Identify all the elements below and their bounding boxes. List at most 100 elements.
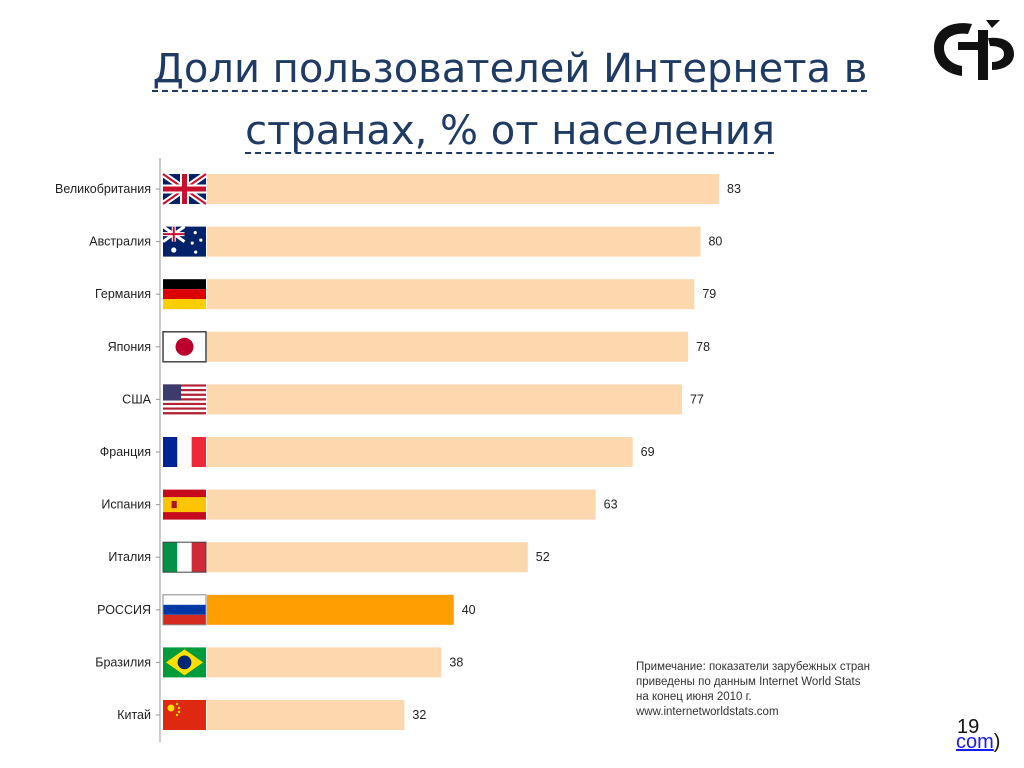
flag-uk-icon <box>161 171 208 207</box>
flag-cn-star-small <box>175 713 179 717</box>
flag-fr-stripe <box>191 437 206 467</box>
flag-us-stripe <box>163 402 206 406</box>
bar-chart: Великобритания 83 Австралия 80 Германия 79 Япо… <box>55 158 741 742</box>
flag-jp-sun <box>175 337 194 356</box>
flag-germany-icon <box>163 279 206 310</box>
value-label: 63 <box>604 498 618 512</box>
link-suffix: ) <box>993 731 1001 753</box>
flag-de-stripe <box>163 289 206 300</box>
bar-france <box>207 437 633 467</box>
flag-us-stripe <box>163 391 206 394</box>
note-line-4: www.internetworldstats.com <box>636 706 779 718</box>
title-line-2: странах, % от населения <box>245 108 775 154</box>
flag-au-star <box>193 231 197 235</box>
flag-us-stripe <box>163 384 206 387</box>
footnote: Примечание: показатели зарубежных стран … <box>636 660 936 720</box>
flag-us-stripe <box>163 412 206 415</box>
bar-italy <box>207 542 528 573</box>
flag-es-emblem <box>171 501 177 509</box>
note-line-1: Примечание: показатели зарубежных стран <box>636 661 870 673</box>
flag-es-yellow <box>163 497 206 513</box>
bar-uk <box>207 174 719 204</box>
flag-us-stripe <box>163 405 206 408</box>
category-label: Китай <box>117 708 151 722</box>
logo-icon <box>934 20 1014 80</box>
slide-number: 19 <box>957 716 980 738</box>
flag-it-stripe <box>191 542 206 573</box>
category-label: Испания <box>101 498 151 512</box>
bar-australia <box>207 226 701 257</box>
source-link-fragment: com) <box>956 731 1000 754</box>
flag-it-border <box>162 541 207 573</box>
flag-us-stripe <box>163 407 206 410</box>
flag-cn-star-small <box>177 706 181 710</box>
flag-brazil-icon <box>163 647 206 678</box>
flag-au-star <box>171 247 177 253</box>
value-label: 77 <box>690 392 704 406</box>
category-label: Италия <box>108 550 151 564</box>
slide-title: Доли пользователей Интернета в странах, … <box>110 38 910 162</box>
category-label: Германия <box>95 287 151 301</box>
flag-ru-stripe <box>163 614 206 625</box>
value-label: 80 <box>708 235 722 249</box>
flag-us-stripe <box>163 393 206 396</box>
flag-cn-star-big <box>167 704 175 712</box>
flag-china-icon <box>163 700 206 730</box>
flag-fr-stripe <box>163 437 178 467</box>
category-label: Великобритания <box>55 182 151 196</box>
category-label: РОССИЯ <box>97 603 151 617</box>
category-label: США <box>122 392 151 406</box>
flag-us-stripe <box>163 400 206 403</box>
value-label: 40 <box>462 603 476 617</box>
flag-it-stripe <box>177 542 192 573</box>
flag-cn-star-small <box>175 702 179 706</box>
flag-uk-cross-red <box>163 174 206 204</box>
flag-japan-icon <box>162 331 207 363</box>
value-label: 52 <box>536 550 550 564</box>
flag-it-stripe <box>163 542 178 573</box>
note-line-3: на конец июня 2010 г. <box>636 691 752 703</box>
flag-ru-border <box>162 594 207 626</box>
flag-us-canton <box>163 384 182 401</box>
flag-us-stripe <box>163 386 206 390</box>
flag-de-stripe <box>163 299 206 310</box>
bar-usa <box>207 384 682 415</box>
flag-ru-stripe <box>163 604 206 615</box>
value-label: 83 <box>727 182 741 196</box>
category-label: Япония <box>108 340 151 354</box>
value-label: 32 <box>412 708 426 722</box>
bar-germany <box>207 279 695 310</box>
title-line-1: Доли пользователей Интернета в <box>152 46 868 92</box>
category-label: Австралия <box>89 235 151 249</box>
flag-au-star <box>190 241 194 245</box>
note-line-2: приведены по данным Internet World Stats <box>636 676 861 688</box>
flag-australia-icon <box>162 225 206 257</box>
source-link[interactable]: com <box>956 731 994 753</box>
flag-au-star <box>199 238 203 242</box>
flag-au-star <box>194 250 198 254</box>
bar-brazil <box>207 647 442 678</box>
flag-cn-star-small <box>177 710 181 714</box>
flag-ru-stripe <box>163 594 206 605</box>
flag-france-icon <box>163 437 206 467</box>
flag-us-stripe <box>163 398 206 401</box>
flag-br-globe <box>177 655 192 670</box>
flag-italy-icon <box>162 541 207 573</box>
bar-china <box>207 700 405 730</box>
flag-russia-icon <box>162 594 207 626</box>
value-label: 78 <box>696 340 710 354</box>
flag-cn-bg <box>163 700 206 730</box>
bar-japan <box>207 331 689 362</box>
flag-fr-stripe <box>177 437 192 467</box>
bar-russia <box>207 594 454 625</box>
flag-de-stripe <box>163 279 206 290</box>
category-label: Франция <box>100 445 151 459</box>
flag-au-cross-red <box>163 226 185 242</box>
bar-spain <box>207 489 596 520</box>
value-label: 38 <box>449 655 463 669</box>
category-label: Бразилия <box>95 655 151 669</box>
value-label: 69 <box>641 445 655 459</box>
value-label: 79 <box>702 287 716 301</box>
flag-usa-icon <box>163 384 206 415</box>
flag-us-stripe <box>163 409 206 413</box>
